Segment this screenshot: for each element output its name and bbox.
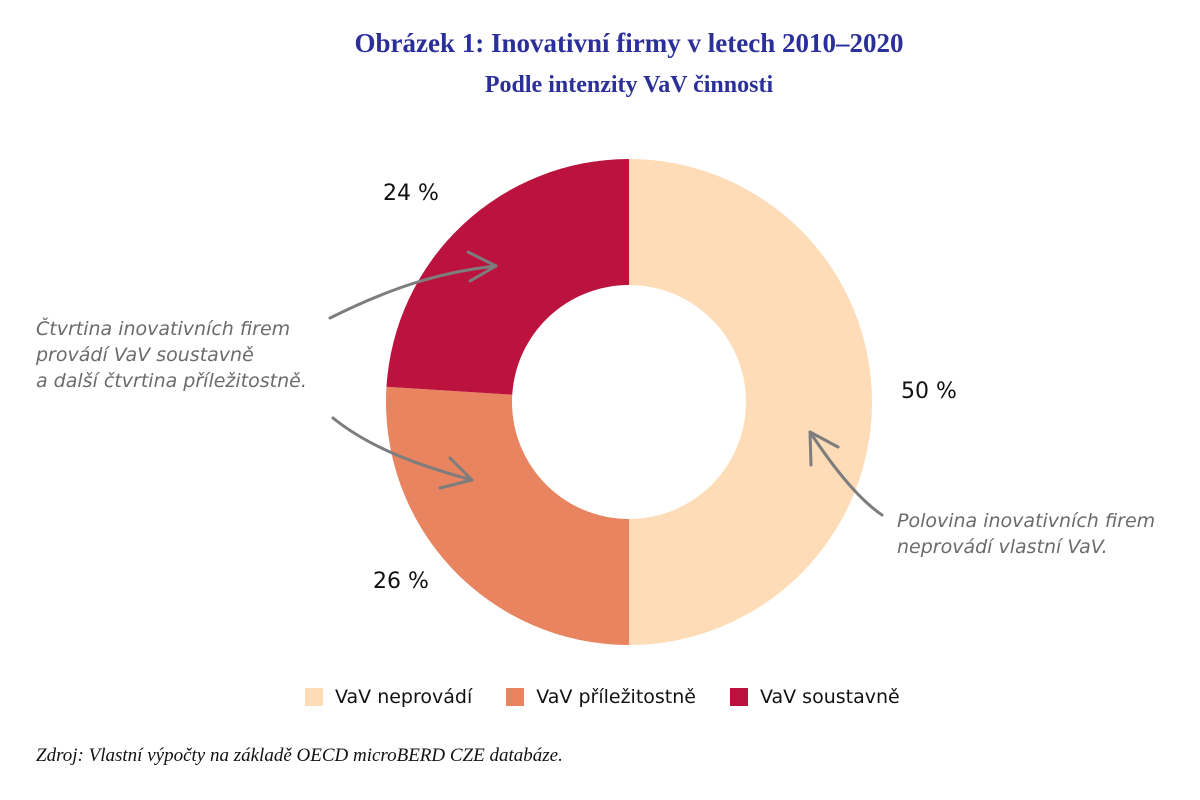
annotation-right: Polovina inovativních firem neprovádí vl…: [897, 508, 1155, 560]
arrow-to-prilezitostne: [331, 416, 474, 482]
annotation-left-line: provádí VaV soustavně: [36, 344, 254, 366]
legend-swatch: [305, 688, 323, 706]
legend-swatch: [729, 688, 748, 706]
donut-slice: [386, 158, 629, 395]
source-note: Zdroj: Vlastní výpočty na základě OECD m…: [36, 745, 563, 766]
chart-subtitle: Podle intenzity VaV činnosti: [484, 72, 774, 98]
slice-value-labels: 50 % 26 % 24 %: [373, 181, 957, 594]
annotation-arrows: [328, 250, 884, 517]
annotation-right-line: neprovádí vlastní VaV.: [897, 536, 1108, 558]
donut-slice: [386, 386, 629, 645]
arrow-to-prilezitostne-head: [438, 456, 474, 490]
annotation-left: Čtvrtina inovativních firem provádí VaV …: [36, 316, 307, 394]
arrow-to-neprovadi: [808, 430, 884, 517]
legend-item-soustavne: VaV soustavně: [729, 686, 900, 708]
legend-item-neprovadi: VaV neprovádí: [305, 686, 472, 708]
legend-label: VaV neprovádí: [335, 686, 473, 708]
legend-label: VaV příležitostně: [536, 686, 696, 708]
annotation-right-line: Polovina inovativních firem: [897, 510, 1156, 532]
slice-value-label: 26 %: [373, 569, 429, 594]
legend-swatch: [506, 688, 525, 706]
arrow-to-soustavne-head: [466, 250, 498, 283]
annotation-left-line: a další čtvrtina příležitostně.: [36, 370, 307, 392]
arrow-to-soustavne: [328, 264, 498, 320]
annotation-left-line: Čtvrtina inovativních firem: [36, 318, 291, 340]
arrow-to-neprovadi-head: [808, 430, 840, 467]
slice-value-label: 50 %: [901, 379, 957, 404]
chart-legend: VaV neprovádí VaV příležitostně VaV sous…: [305, 686, 934, 708]
donut-slice: [629, 159, 872, 645]
legend-item-prilezitostne: VaV příležitostně: [506, 686, 696, 708]
chart-title: Obrázek 1: Inovativní firmy v letech 201…: [354, 28, 904, 58]
legend-label: VaV soustavně: [759, 686, 900, 708]
donut-slices: [386, 158, 872, 645]
slice-value-label: 24 %: [383, 181, 439, 206]
